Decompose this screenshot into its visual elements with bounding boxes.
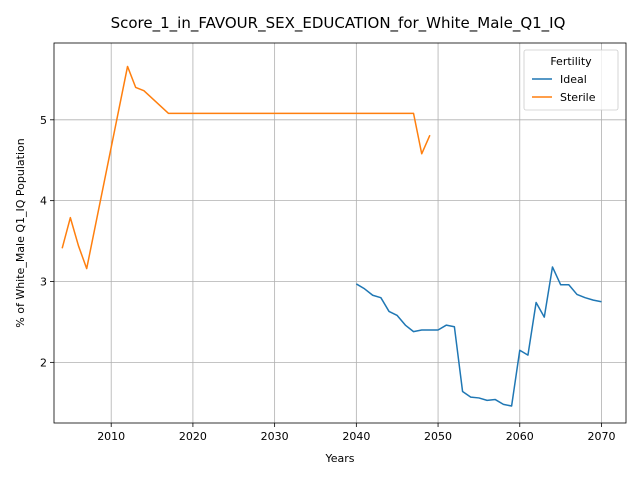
y-tick-label: 2 xyxy=(40,356,47,369)
y-tick-label: 4 xyxy=(40,195,47,208)
x-tick-label: 2050 xyxy=(424,430,452,443)
x-tick-label: 2040 xyxy=(342,430,370,443)
x-axis-label: Years xyxy=(324,452,354,465)
plot-frame xyxy=(53,42,627,424)
y-tick-label: 5 xyxy=(40,114,47,127)
axis-ticks: 2010 2020 2030 2040 2050 2060 2070 2 3 4 5 xyxy=(40,114,615,443)
x-tick-label: 2060 xyxy=(506,430,534,443)
legend-title: Fertility xyxy=(550,55,592,68)
legend: Fertility Ideal Sterile xyxy=(523,49,619,111)
y-tick-label: 3 xyxy=(40,276,47,289)
y-axis-label: % of White_Male Q1_IQ Population xyxy=(14,138,27,327)
chart-title: Score_1_in_FAVOUR_SEX_EDUCATION_for_Whit… xyxy=(111,14,566,33)
x-tick-label: 2070 xyxy=(587,430,615,443)
series-line-sterile xyxy=(61,65,431,270)
x-tick-label: 2020 xyxy=(179,430,207,443)
legend-box xyxy=(523,49,619,111)
series-line-ideal xyxy=(355,266,602,407)
x-tick-label: 2010 xyxy=(97,430,125,443)
grid xyxy=(54,43,626,423)
legend-label-ideal: Ideal xyxy=(560,73,587,86)
x-tick-label: 2030 xyxy=(261,430,289,443)
series-lines xyxy=(61,65,602,407)
legend-label-sterile: Sterile xyxy=(560,91,596,104)
